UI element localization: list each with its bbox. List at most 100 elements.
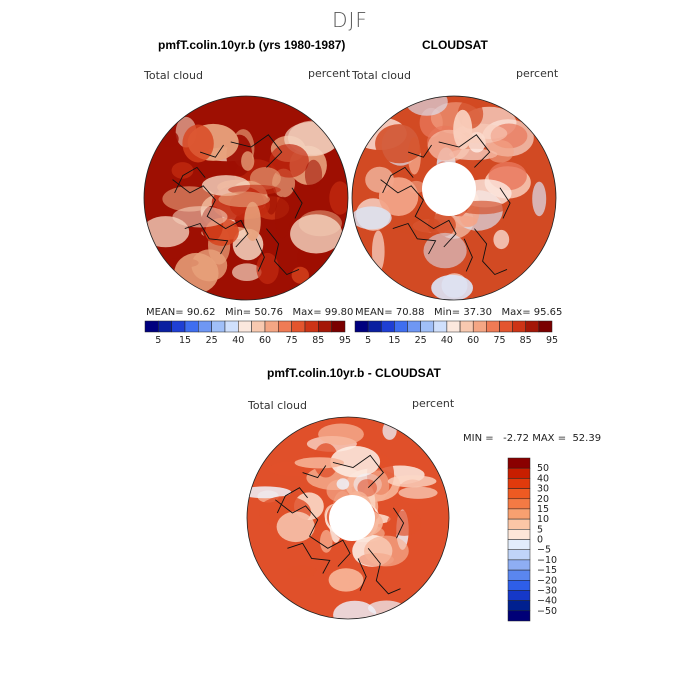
cbar1-tick-label: 75 — [286, 335, 298, 346]
cbar2-tick-label: 25 — [415, 335, 427, 346]
cbar2-swatch — [433, 320, 448, 333]
cbar2-swatch — [459, 320, 474, 333]
map3-region — [358, 425, 390, 454]
cbar1-swatch — [158, 320, 172, 333]
panel-1-max-label: Max= — [292, 307, 322, 318]
panel-3-colorbar-tick-label: 5 — [537, 524, 543, 535]
cbar1-swatch — [171, 320, 186, 333]
panel-3-colorbar-tick-label: −30 — [537, 585, 557, 596]
cbar2-swatch — [486, 320, 500, 333]
panel-3-colorbar-swatch — [507, 467, 531, 479]
panel-3-variable-label: Total cloud — [248, 399, 307, 412]
map1-region — [244, 201, 261, 241]
panel-3-colorbar-tick-label: −15 — [537, 565, 557, 576]
cbar1-tick-label: 40 — [232, 335, 244, 346]
map1-border — [143, 95, 349, 301]
map1-region — [249, 167, 281, 190]
panel-3-colorbar-swatch — [507, 478, 531, 489]
map3-region — [333, 600, 377, 619]
panel-3-colorbar-tick-label: 50 — [537, 463, 549, 474]
panel-3-colorbar-swatch — [507, 569, 531, 581]
panel-3-colorbar-swatch — [507, 539, 531, 550]
cbar1-tick-label: 15 — [179, 335, 191, 346]
cbar2-tick-label: 75 — [493, 335, 505, 346]
cbar2-swatch — [354, 320, 369, 333]
map1-coastline — [230, 134, 283, 168]
panel-3-colorbar-swatch — [507, 559, 531, 571]
cbar1-swatch — [304, 320, 319, 333]
panel-2-mean-label: MEAN= — [355, 307, 393, 318]
panel-2-units-label: percent — [516, 67, 559, 80]
cbar1-swatch — [144, 320, 159, 333]
map3-region — [286, 565, 317, 578]
panel-2-map — [351, 95, 557, 301]
panel-2-max-label: Max= — [501, 307, 531, 318]
map2-region — [352, 206, 392, 230]
map1-region — [290, 214, 343, 254]
map1-region — [329, 181, 348, 215]
panel-3-colorbar-tick-label: 0 — [537, 535, 543, 546]
map3-region — [336, 478, 350, 490]
panel-3-colorbar-swatch — [507, 600, 531, 612]
panel-2-mean: 70.88 — [395, 307, 425, 318]
cbar2-tick-label: 85 — [520, 335, 532, 346]
cbar1-tick-label: 85 — [312, 335, 324, 346]
cbar1-swatch — [211, 320, 226, 333]
map3-region — [387, 475, 437, 488]
cbar1-swatch — [318, 320, 332, 333]
panel-3-colorbar-swatch — [507, 529, 531, 540]
map1-region — [162, 186, 216, 212]
cbar2-swatch — [420, 320, 435, 333]
cbar2-swatch — [472, 320, 487, 333]
cbar2-swatch — [381, 320, 395, 333]
map1-region — [144, 216, 190, 248]
panel-1-map — [143, 95, 349, 301]
panel-2-min-label: Min= — [434, 307, 461, 318]
map1-region — [241, 151, 255, 171]
map2-region — [391, 215, 441, 235]
panel-3-title: pmfT.colin.10yr.b - CLOUDSAT — [267, 366, 441, 380]
cbar1-swatch — [264, 320, 279, 333]
map3-coastline — [287, 542, 331, 574]
map3-region — [318, 423, 364, 446]
panel-1-stats: MEAN= 90.62 Min= 50.76 Max= 99.80 — [146, 307, 353, 318]
map3-coastline — [275, 499, 351, 567]
panel-1-mean: 90.62 — [186, 307, 216, 318]
cbar1-swatch — [251, 320, 266, 333]
map2-region — [453, 109, 473, 150]
map3-coastline — [357, 558, 367, 591]
map2-missing-data — [422, 162, 476, 216]
panel-3-colorbar-tick-label: 15 — [537, 504, 549, 515]
cbar1-swatch — [184, 320, 199, 333]
panel-3-colorbar-swatch — [507, 508, 531, 520]
panel-1-units-label: percent — [308, 67, 351, 80]
map2-region — [375, 124, 424, 164]
panel-2-title: CLOUDSAT — [422, 38, 488, 52]
panel-3-colorbar-tick-label: −10 — [537, 555, 557, 566]
cbar2-swatch — [394, 320, 408, 333]
panel-3-colorbar-tick-label: 30 — [537, 484, 549, 495]
panel-1-variable-label: Total cloud — [144, 69, 203, 82]
cbar2-swatch — [367, 320, 382, 333]
cbar1-tick-label: 95 — [339, 335, 351, 346]
map2-coastline — [474, 228, 508, 276]
map1-region — [291, 266, 309, 284]
map3-region — [364, 535, 409, 567]
map3-region — [387, 510, 422, 536]
cbar1-tick-label: 60 — [259, 335, 271, 346]
cbar2-swatch — [512, 320, 526, 333]
map3-region — [247, 486, 292, 499]
map2-coastline — [499, 187, 511, 219]
map2-coastline — [382, 166, 414, 194]
map3-region — [320, 529, 333, 553]
map1-coastline — [184, 222, 229, 255]
map2-border — [351, 95, 557, 301]
map2-region — [532, 181, 547, 217]
map3-coastline — [367, 548, 401, 595]
map1-region — [172, 206, 228, 228]
map3-missing-data — [329, 495, 375, 541]
map1-region — [269, 144, 309, 178]
panel-2-min: 37.30 — [463, 307, 492, 318]
map3-region — [398, 486, 438, 499]
